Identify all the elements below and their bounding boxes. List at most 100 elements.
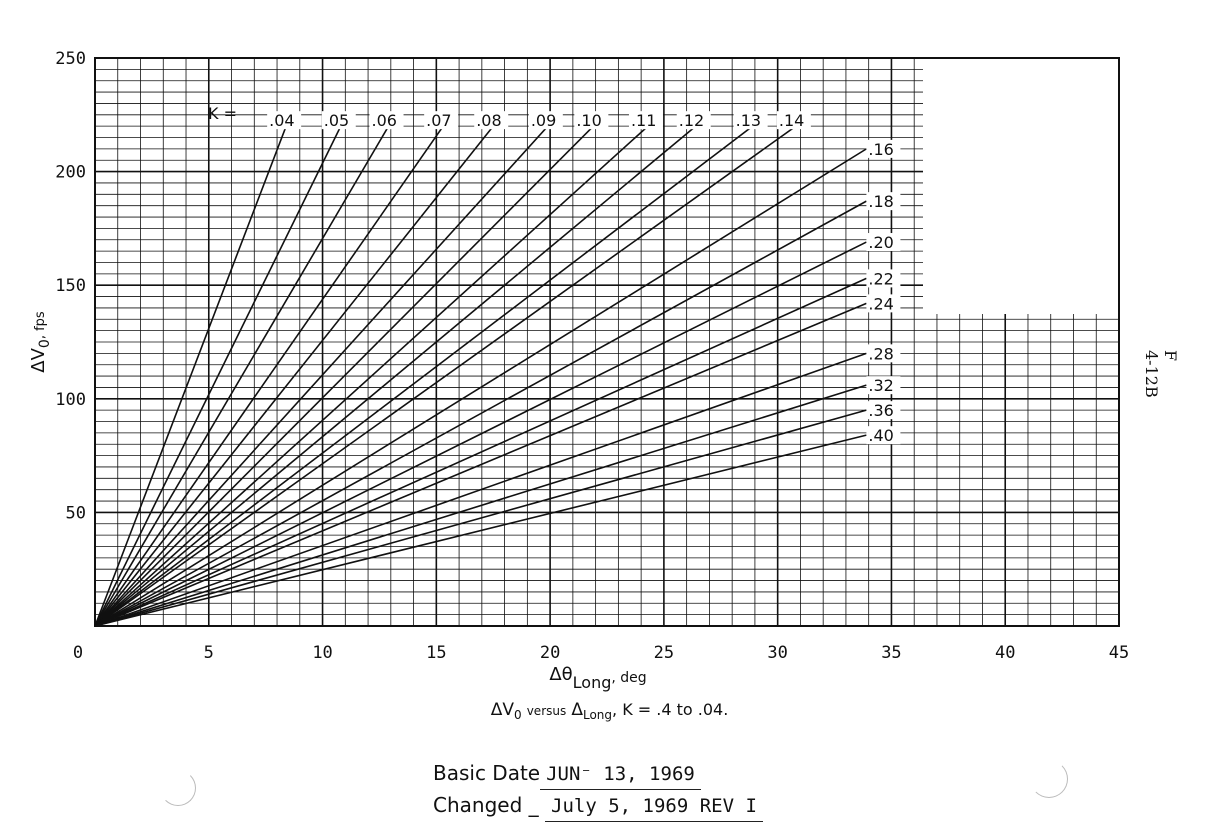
caption-delta: Δ bbox=[571, 700, 583, 720]
k-label-18: .18 bbox=[868, 192, 893, 211]
x-tick-label: 25 bbox=[654, 643, 674, 663]
k-label-32: .32 bbox=[868, 376, 893, 395]
caption-sub0: 0 bbox=[513, 708, 522, 723]
series-line-k11 bbox=[94, 125, 649, 627]
series-line-k10 bbox=[94, 125, 594, 627]
k-label-28: .28 bbox=[868, 344, 893, 363]
page-code-line1: F bbox=[1161, 350, 1180, 362]
k-label-bg bbox=[474, 111, 509, 130]
y-axis-label-sub: 0 bbox=[37, 339, 53, 348]
caption-long: Long bbox=[582, 708, 613, 723]
series-line-k18 bbox=[94, 200, 867, 627]
k-label-bg bbox=[866, 192, 901, 211]
k-label-bg bbox=[676, 111, 711, 130]
k-label-11: .11 bbox=[631, 111, 656, 130]
y-tick-label: 50 bbox=[66, 503, 86, 523]
series-line-k16 bbox=[94, 148, 867, 627]
k-label-10: .10 bbox=[576, 111, 601, 130]
caption-versus: versus bbox=[526, 704, 567, 718]
punch-hole-left bbox=[160, 770, 196, 806]
x-axis-label: ΔθLong, deg bbox=[549, 664, 646, 692]
x-tick-label: 15 bbox=[426, 643, 446, 663]
k-label-bg bbox=[776, 111, 811, 130]
k-label-16: .16 bbox=[868, 140, 893, 159]
date-block: Basic Date JUN⁻ 13, 1969 Changed _ July 5… bbox=[433, 758, 763, 822]
svg-text:ΔθLong, deg: ΔθLong, deg bbox=[549, 664, 646, 692]
x-tick-label: 5 bbox=[204, 643, 214, 663]
k-label-12: .12 bbox=[679, 111, 704, 130]
series-line-k04 bbox=[94, 125, 287, 627]
k-label-20: .20 bbox=[868, 233, 893, 252]
caption-rest: , K = .4 to .04. bbox=[612, 700, 729, 719]
series-line-k24 bbox=[94, 302, 867, 627]
k-label-bg bbox=[866, 376, 901, 395]
series-line-k09 bbox=[94, 125, 549, 627]
series-line-k07 bbox=[94, 125, 444, 627]
caption-delta-v: ΔV bbox=[490, 700, 514, 720]
k-label-bg bbox=[733, 111, 768, 130]
k-label-05: .05 bbox=[324, 111, 349, 130]
series-line-k32 bbox=[94, 384, 867, 627]
x-tick-label: 35 bbox=[881, 643, 901, 663]
y-axis-label-main: ΔV bbox=[28, 347, 49, 372]
k-label-08: .08 bbox=[476, 111, 501, 130]
x-tick-label: 40 bbox=[995, 643, 1015, 663]
x-tick-label: 10 bbox=[312, 643, 332, 663]
punch-hole-right bbox=[1030, 760, 1068, 798]
k-label-bg bbox=[574, 111, 609, 130]
series-line-k05 bbox=[94, 125, 342, 627]
series-line-k36 bbox=[94, 409, 867, 627]
series-line-k20 bbox=[94, 241, 867, 627]
k-label-36: .36 bbox=[868, 401, 893, 420]
k-label-bg bbox=[424, 111, 459, 130]
k-label-bg bbox=[369, 111, 404, 130]
x-tick-label: 45 bbox=[1109, 643, 1129, 663]
series-line-k14 bbox=[94, 125, 797, 627]
series-line-k28 bbox=[94, 352, 867, 627]
series-line-k12 bbox=[94, 125, 697, 627]
y-tick-label: 100 bbox=[55, 390, 86, 410]
x-axis-label-main: Δθ bbox=[549, 664, 572, 685]
svg-text:ΔV0, fps: ΔV0, fps bbox=[28, 311, 53, 373]
changed-date-value: July 5, 1969 REV I bbox=[545, 791, 763, 822]
basic-date-value: JUN⁻ 13, 1969 bbox=[540, 759, 701, 790]
k-label-13: .13 bbox=[736, 111, 761, 130]
k-label-bg bbox=[321, 111, 356, 130]
k-label-bg bbox=[866, 401, 901, 420]
x-axis-label-sub: Long bbox=[573, 673, 612, 692]
y-tick-label: 200 bbox=[55, 163, 86, 183]
k-label-bg bbox=[528, 111, 563, 130]
y-axis-label: ΔV0, fps bbox=[28, 311, 53, 373]
y-tick-labels: 50 100 150 200 250 bbox=[55, 49, 86, 523]
k-label-bg bbox=[866, 426, 901, 445]
y-tick-label: 150 bbox=[55, 276, 86, 296]
plot-frame bbox=[94, 57, 1120, 627]
x-tick-label: 20 bbox=[540, 643, 560, 663]
k-label-09: .09 bbox=[531, 111, 556, 130]
series-lines bbox=[94, 125, 867, 627]
blank-inset bbox=[923, 58, 1119, 314]
k-label-06: .06 bbox=[372, 111, 397, 130]
x-tick-label: 0 bbox=[73, 643, 83, 663]
series-line-k13 bbox=[94, 125, 754, 627]
k-label-bg bbox=[866, 294, 901, 313]
changed-date-label: Changed bbox=[433, 793, 523, 817]
page-code: F 4-12B bbox=[1120, 350, 1180, 430]
y-tick-label: 250 bbox=[55, 49, 86, 69]
k-label-bg bbox=[628, 111, 663, 130]
y-axis-label-unit: , fps bbox=[33, 311, 48, 339]
k-label-bg bbox=[866, 139, 901, 158]
k-label-bg bbox=[866, 344, 901, 363]
series-line-k06 bbox=[94, 125, 390, 627]
series-line-k08 bbox=[94, 125, 494, 627]
k-prefix-label: K = bbox=[208, 104, 237, 123]
k-label-07: .07 bbox=[426, 111, 451, 130]
x-axis-label-unit: , deg bbox=[611, 670, 646, 686]
k-label-04: .04 bbox=[269, 111, 294, 130]
k-label-40: .40 bbox=[868, 426, 893, 445]
k-label-22: .22 bbox=[868, 269, 893, 288]
k-label-24: .24 bbox=[868, 294, 893, 313]
grid-minor bbox=[95, 58, 1119, 626]
page-code-line2: 4-12B bbox=[1142, 350, 1161, 398]
